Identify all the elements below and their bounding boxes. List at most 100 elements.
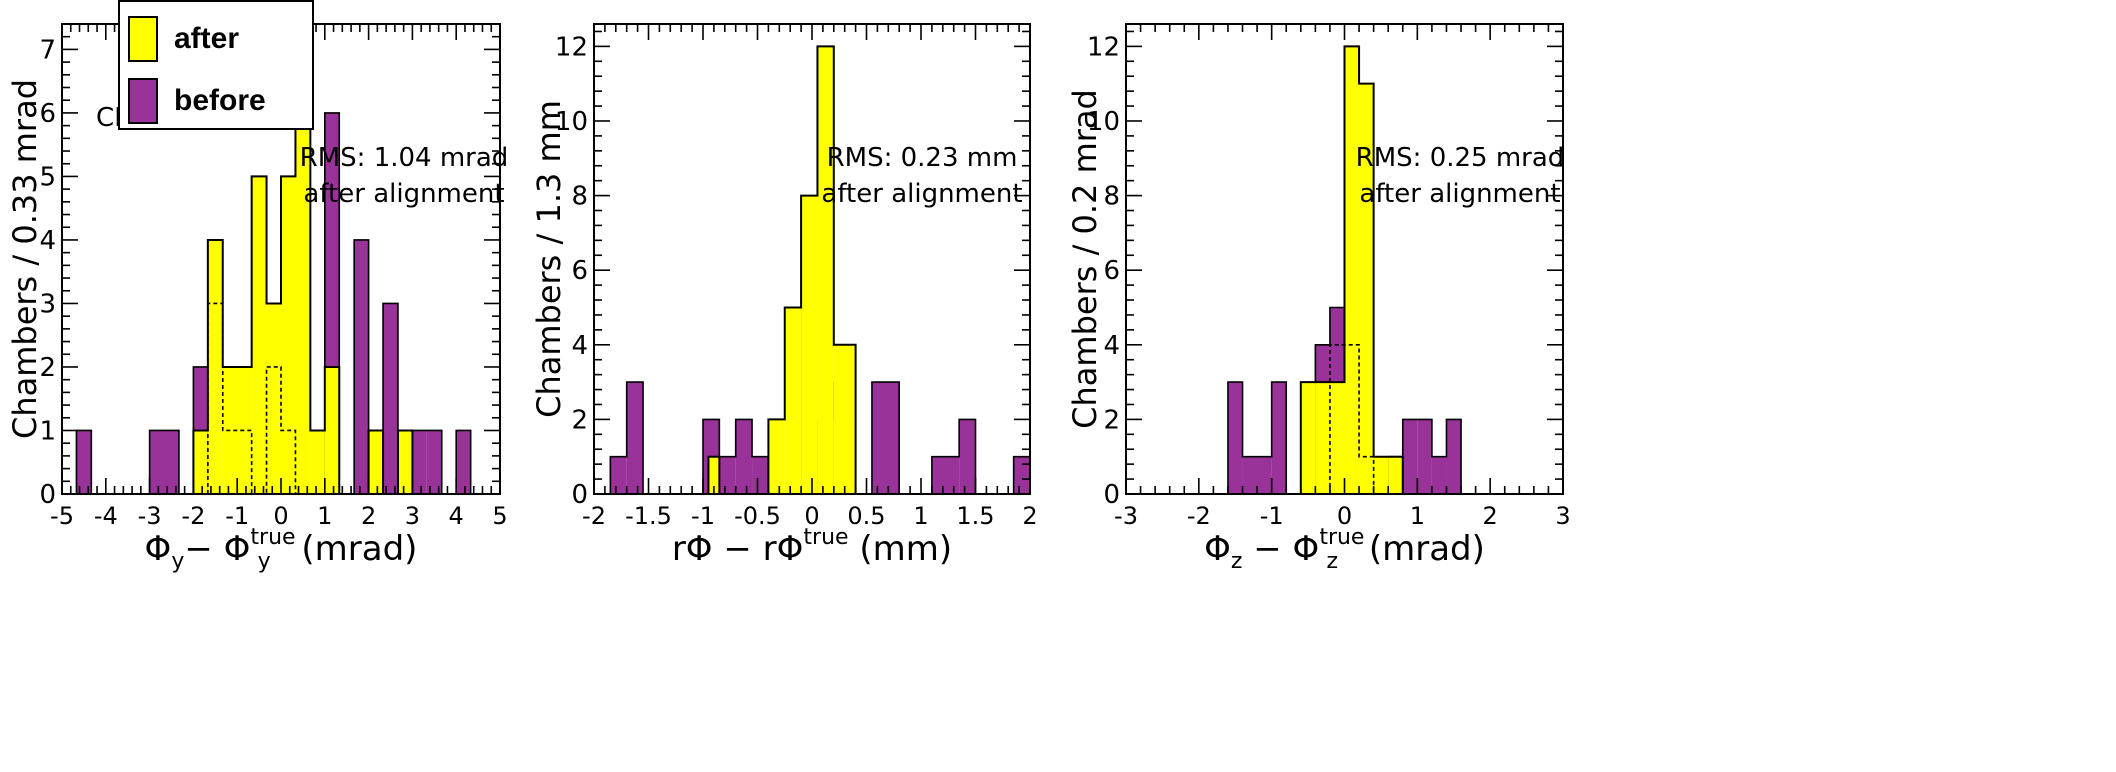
after-bar	[801, 195, 818, 495]
before-bar	[412, 430, 427, 494]
after-bar	[768, 419, 785, 494]
y-tick-label: 4	[571, 331, 588, 361]
before-bar	[752, 456, 769, 494]
x-tick-label: -2	[1187, 502, 1211, 530]
x-axis-label: rΦ − rΦtrue (mm)	[672, 525, 952, 569]
y-tick-label: 5	[39, 162, 56, 192]
x-tick-label: 1	[317, 502, 332, 530]
after-series	[193, 49, 413, 495]
y-tick-label: 6	[39, 99, 56, 129]
before-hidden-outline	[1329, 343, 1375, 494]
after-bar	[207, 239, 223, 494]
before-hidden-outline	[207, 302, 297, 495]
after-outline	[707, 45, 857, 495]
x-tick-label: 0	[273, 502, 288, 530]
after-bar	[397, 430, 413, 494]
x-tick-label: 4	[449, 502, 464, 530]
x-tick-label: -1	[691, 502, 715, 530]
x-tick-label: 2	[1022, 502, 1037, 530]
after-bar	[833, 344, 856, 494]
after-bar	[817, 46, 834, 494]
after-bar	[708, 456, 720, 494]
x-tick-label: 5	[492, 502, 507, 530]
before-bar	[76, 430, 92, 494]
after-bar	[1315, 382, 1330, 494]
y-tick-label: 4	[1103, 331, 1120, 361]
before-bar	[959, 419, 976, 494]
x-tick-label: 1.5	[956, 502, 994, 530]
x-tick-label: 3	[1555, 502, 1570, 530]
after-bar	[1344, 46, 1360, 494]
alignment-annotation: after alignment	[303, 179, 504, 209]
x-tick-label: -0.5	[734, 502, 781, 530]
before-bar	[1417, 419, 1432, 494]
before-bar	[719, 456, 736, 494]
x-tick-label: -1	[225, 502, 249, 530]
after-bar	[310, 430, 325, 494]
after-bar	[1329, 382, 1345, 494]
before-bar	[456, 430, 471, 494]
before-bar	[1227, 382, 1243, 494]
after-bar	[295, 49, 311, 495]
x-tick-label: 1	[913, 502, 928, 530]
after-bar	[1373, 456, 1389, 494]
before-bar	[1402, 419, 1418, 494]
y-tick-label: 6	[1103, 256, 1120, 286]
x-tick-label: 2	[361, 502, 376, 530]
x-tick-label: -4	[94, 502, 118, 530]
after-bar	[281, 176, 296, 494]
after-bar	[324, 366, 340, 494]
y-tick-label: 0	[39, 480, 56, 510]
x-tick-label: -2	[582, 502, 606, 530]
before-series	[76, 112, 471, 495]
after-bar	[1388, 456, 1403, 494]
before-bar	[931, 456, 960, 494]
before-bar	[1271, 382, 1287, 494]
y-tick-label: 1	[39, 416, 56, 446]
y-tick-label: 2	[39, 353, 56, 383]
y-tick-label: 10	[1087, 107, 1120, 137]
x-tick-label: -3	[1114, 502, 1138, 530]
y-axis-label: Chambers / 1.3 mm	[530, 100, 568, 418]
x-tick-label: -5	[50, 502, 74, 530]
after-series	[1300, 46, 1403, 494]
rms-annotation: RMS: 0.23 mm	[827, 143, 1018, 173]
after-series	[708, 46, 856, 495]
after-bar	[1300, 382, 1316, 494]
x-axis-label: Φy− Φtrue y (mrad)	[145, 525, 418, 574]
y-tick-label: 8	[1103, 182, 1120, 212]
after-bar	[784, 307, 802, 494]
y-tick-label: 4	[39, 226, 56, 256]
y-tick-label: 10	[555, 107, 588, 137]
x-tick-label: 2	[1483, 502, 1498, 530]
y-tick-label: 12	[1087, 32, 1120, 62]
before-bar	[1013, 456, 1030, 494]
x-tick-label: 3	[405, 502, 420, 530]
before-bar	[426, 430, 442, 494]
legend-item-after: after	[128, 14, 239, 64]
before-bar	[1431, 456, 1447, 494]
x-tick-label: 0	[1337, 502, 1352, 530]
y-tick-label: 2	[571, 405, 588, 435]
after-outline	[1299, 45, 1404, 494]
alignment-annotation: after alignment	[821, 179, 1022, 209]
after-bar	[266, 303, 281, 494]
before-bar	[354, 239, 369, 494]
before-outline	[75, 112, 472, 495]
y-tick-label: 8	[571, 182, 588, 212]
legend-swatch-before	[128, 78, 158, 124]
x-tick-label: -3	[138, 502, 162, 530]
rms-annotation: RMS: 1.04 mrad	[300, 143, 509, 173]
x-tick-label: 0.5	[847, 502, 885, 530]
legend-label-before: before	[174, 84, 266, 117]
x-tick-label: -2	[181, 502, 205, 530]
after-bar	[251, 176, 267, 494]
y-axis-label: Chambers / 0.33 mrad	[6, 79, 44, 439]
legend-item-before: before	[128, 76, 266, 126]
legend-label-after: after	[174, 22, 240, 55]
y-axis-label: Chambers / 0.2 mrad	[1066, 89, 1104, 429]
y-tick-label: 3	[39, 289, 56, 319]
